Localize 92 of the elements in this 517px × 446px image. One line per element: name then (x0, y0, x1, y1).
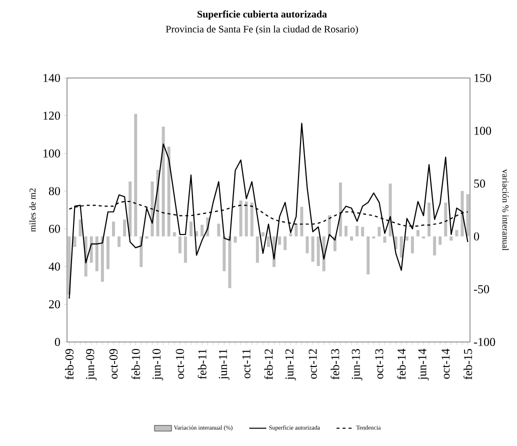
y2-axis-title: variación % interanual (502, 169, 509, 251)
bar (316, 236, 320, 266)
bar (433, 236, 436, 256)
bar (167, 146, 170, 236)
bar (378, 226, 381, 236)
bar (278, 236, 282, 245)
bar (123, 219, 126, 236)
x-tick-label: feb-14 (397, 348, 406, 380)
bar (112, 222, 116, 236)
y-tick-label: 40 (48, 262, 60, 271)
bar (428, 202, 431, 236)
bar (344, 226, 348, 236)
bar (294, 224, 298, 236)
bar (200, 224, 204, 236)
bar (300, 206, 304, 236)
bar (222, 236, 226, 272)
x-tick-label: oct-14 (442, 348, 450, 379)
y-tick-label: 60 (48, 224, 60, 233)
bar (100, 236, 104, 282)
bar (267, 236, 270, 247)
x-tick-label: feb-09 (64, 349, 74, 380)
bar (450, 236, 453, 241)
y-tick-label: 140 (44, 74, 60, 82)
bar (466, 194, 470, 236)
bar (73, 236, 76, 247)
bar (184, 236, 187, 263)
x-tick-label: oct-09 (109, 349, 118, 379)
bar (311, 236, 314, 262)
y-tick-label: 80 (48, 187, 60, 196)
x-tick-label: oct-12 (308, 349, 317, 379)
bar (256, 236, 259, 263)
y2-tick-label: 0 (474, 232, 480, 240)
x-tick-label: oct-11 (242, 349, 250, 378)
x-tick-label: jun-14 (418, 348, 429, 380)
x-tick-label: jun-12 (285, 349, 296, 380)
x-tick-label: feb-10 (131, 348, 140, 380)
x-tick-label: feb-13 (330, 348, 340, 380)
bar (118, 236, 121, 247)
y-tick-label: 0 (54, 338, 60, 346)
bar (228, 236, 232, 288)
x-tick-label: jun-13 (352, 348, 362, 380)
chart-subtitle: Provincia de Santa Fe (sin la ciudad de Rosario) (166, 25, 358, 35)
bar (178, 236, 182, 254)
bar (410, 236, 414, 254)
bar (190, 222, 193, 236)
y2-tick-label: -50 (474, 285, 490, 294)
bar (261, 232, 264, 236)
x-tick-label: jun-10 (152, 348, 164, 380)
x-tick-label: oct-13 (375, 348, 384, 379)
bar (250, 202, 254, 236)
bar (416, 230, 420, 236)
bar (400, 236, 403, 258)
y2-tick-label: 150 (474, 74, 492, 82)
bar (366, 236, 370, 274)
bar (383, 236, 386, 243)
bar (244, 202, 248, 236)
y-tick-label: 100 (44, 149, 60, 158)
bar (90, 236, 93, 263)
bar (134, 114, 138, 236)
bar (289, 233, 292, 236)
chart-title: Superficie cubierta autorizada (198, 10, 327, 20)
y2-tick-label: 50 (474, 180, 486, 188)
bar (128, 181, 132, 236)
bar (95, 236, 98, 272)
bar (306, 236, 309, 254)
bar (444, 202, 448, 236)
bar (172, 232, 176, 236)
bar (217, 224, 220, 236)
x-tick-label: jun-11 (218, 349, 230, 380)
bar (162, 126, 165, 236)
y-axis-title: miles de m2 (29, 188, 36, 232)
x-tick-label: oct-10 (176, 348, 184, 379)
bar (338, 182, 342, 236)
y2-tick-label: -100 (474, 338, 496, 346)
bar (356, 226, 359, 236)
x-tick-label: feb-15 (464, 348, 472, 380)
x-tick-label: jun-09 (86, 349, 97, 380)
bar (78, 219, 82, 236)
bar (455, 230, 458, 236)
x-tick-label: feb-11 (198, 349, 206, 380)
y-tick-label: 20 (49, 300, 60, 308)
bar (239, 200, 242, 236)
x-tick-label: feb-12 (264, 349, 273, 380)
bar (438, 236, 442, 245)
bar (350, 236, 354, 241)
y-tick-label: 120 (44, 112, 60, 120)
bar (405, 236, 408, 241)
y2-tick-label: 100 (474, 126, 492, 135)
bar (361, 226, 364, 236)
bar (284, 236, 287, 250)
bar (106, 236, 110, 270)
bar (234, 236, 237, 243)
